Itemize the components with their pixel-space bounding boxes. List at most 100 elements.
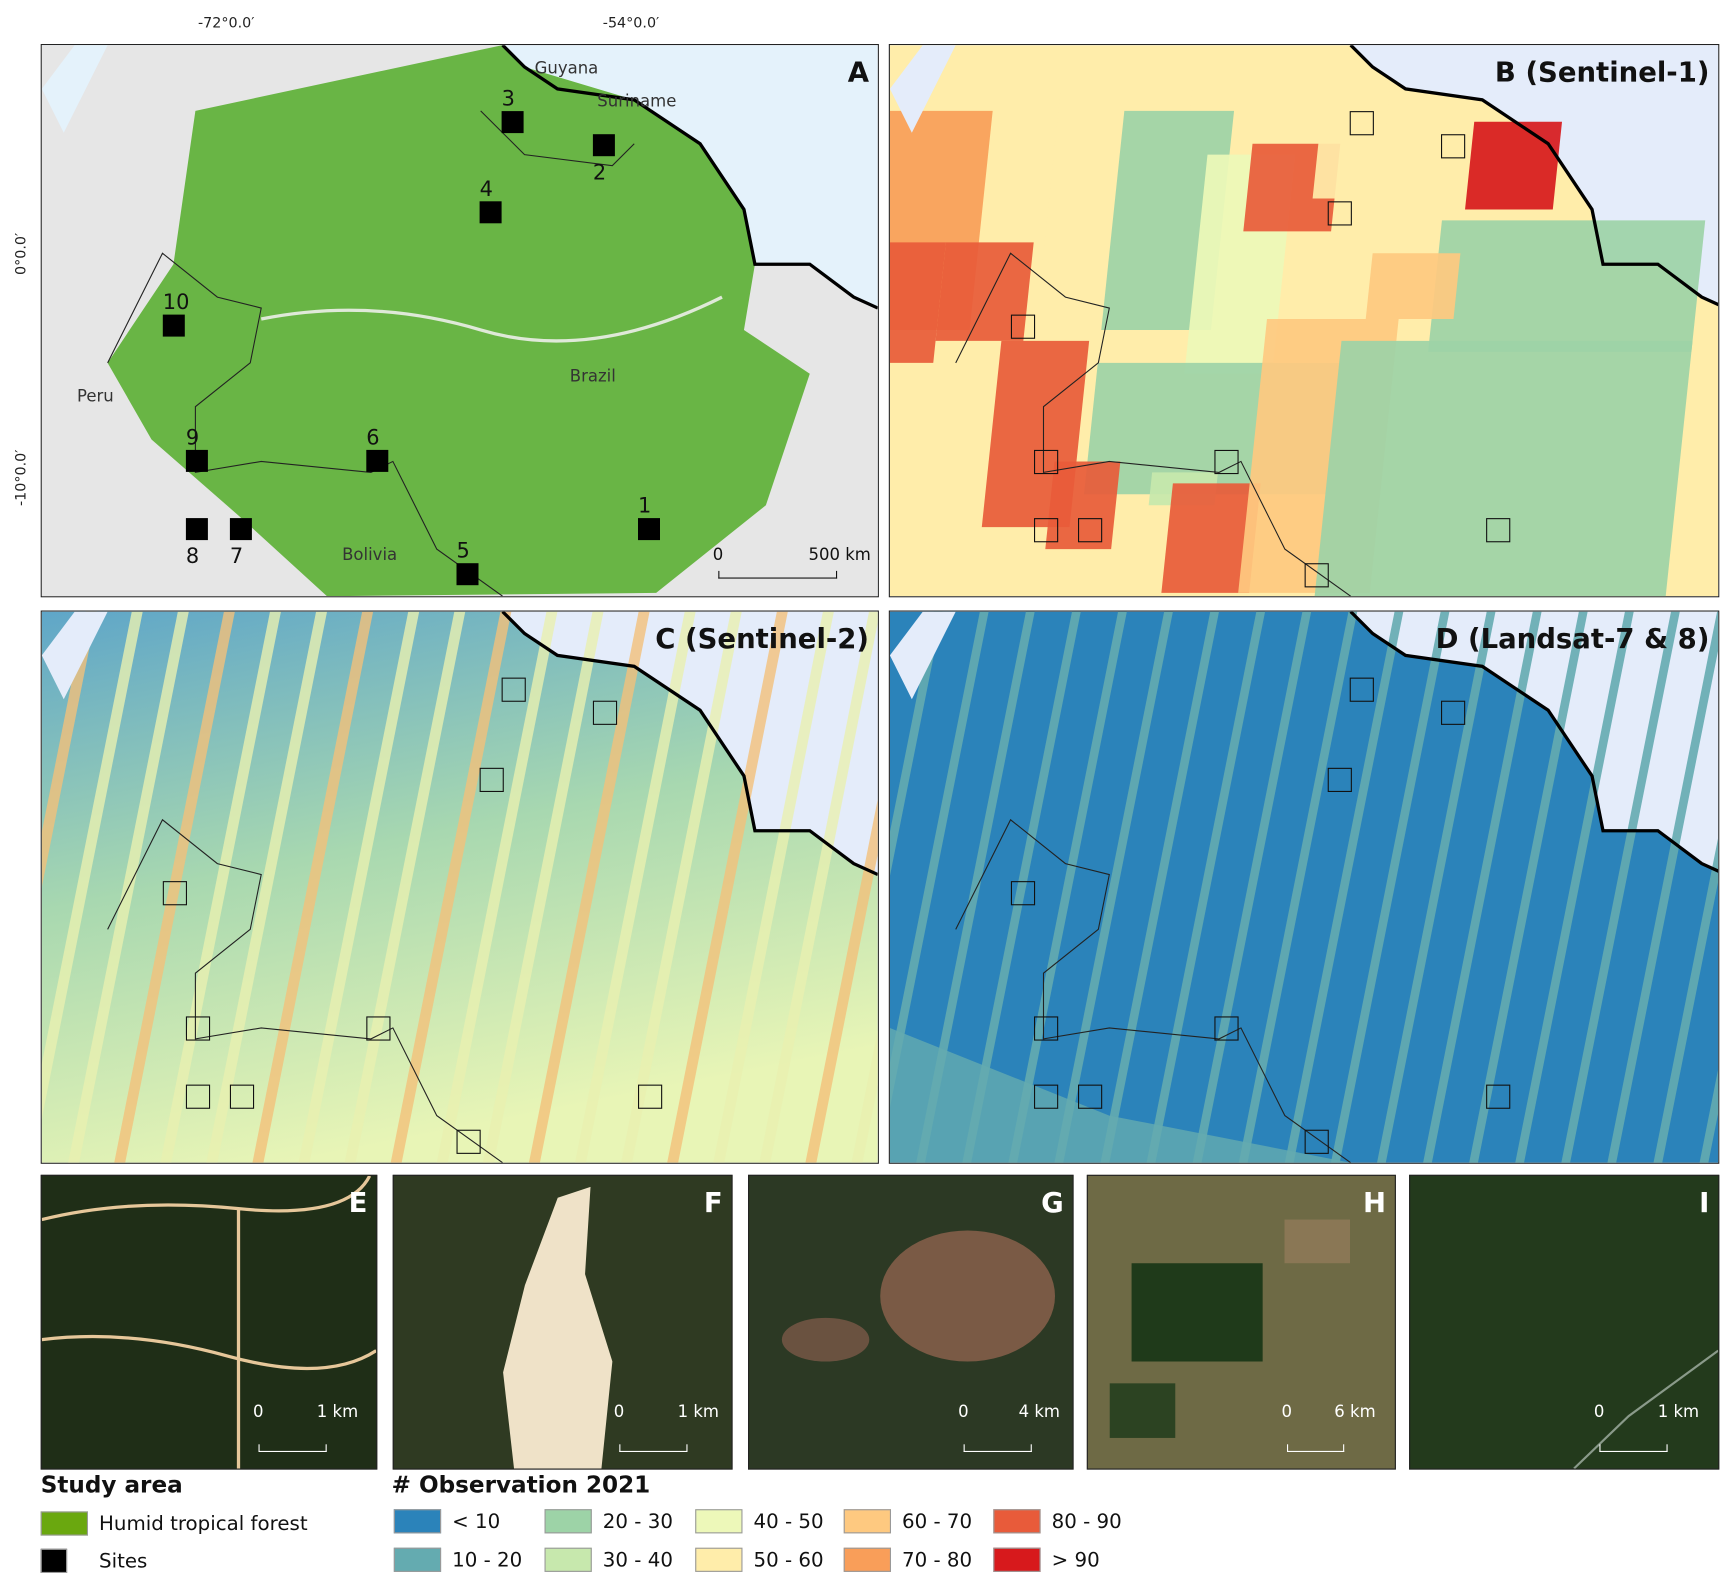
site-box xyxy=(638,1084,663,1109)
scale-zero: 0 xyxy=(253,1401,264,1422)
site-marker xyxy=(638,518,660,541)
site-box xyxy=(1078,1084,1103,1109)
site-box xyxy=(1010,314,1036,339)
legend-item: 40 - 50 xyxy=(695,1509,824,1534)
swath-stripe xyxy=(1146,611,1266,1163)
site-marker xyxy=(479,201,502,224)
map-panel-b: B (Sentinel-1) xyxy=(888,44,1720,598)
map-panel-a: A Guyana Suriname Brazil Peru Bolivia 0 … xyxy=(40,44,879,598)
swath-stripe xyxy=(114,611,235,1163)
legend-label: < 10 xyxy=(452,1509,501,1533)
swath-stripe xyxy=(298,611,420,1163)
country-label: Peru xyxy=(77,386,114,406)
swath-stripe xyxy=(1423,611,1542,1163)
country-label: Bolivia xyxy=(342,544,398,565)
map-panel-c: C (Sentinel-2) xyxy=(40,610,879,1164)
swath-stripe xyxy=(436,611,558,1163)
site-marker xyxy=(185,518,208,541)
swath-stripe xyxy=(962,611,1081,1163)
swath-stripe xyxy=(206,611,328,1163)
site-marker xyxy=(366,449,389,472)
swath-stripe xyxy=(1054,611,1173,1163)
legend-item: 60 - 70 xyxy=(843,1509,972,1534)
site-box xyxy=(592,700,618,725)
legend-swatch xyxy=(393,1547,442,1572)
site-box xyxy=(1214,1016,1239,1041)
site-marker xyxy=(592,134,615,157)
site-box xyxy=(185,1084,211,1109)
legend-swatch xyxy=(843,1547,891,1572)
swath-stripe xyxy=(252,611,374,1163)
swath-stripe xyxy=(713,611,834,1163)
legend-label: 10 - 20 xyxy=(452,1548,523,1572)
legend-item: < 10 xyxy=(393,1509,501,1534)
scale-zero: 0 xyxy=(958,1401,969,1422)
site-box xyxy=(1034,1016,1059,1041)
legend-item: 80 - 90 xyxy=(993,1509,1122,1534)
site-box xyxy=(1034,518,1059,543)
site-label: 10 xyxy=(162,290,190,315)
swath-stripe xyxy=(1561,611,1680,1163)
legend-swatch xyxy=(695,1509,743,1534)
satellite-image-h: H 0 6 km xyxy=(1086,1174,1396,1470)
site-box xyxy=(1327,767,1352,792)
legend-swatch xyxy=(843,1509,891,1534)
site-box xyxy=(1441,700,1466,725)
site-box xyxy=(1327,201,1352,226)
legend-swatch xyxy=(544,1509,592,1534)
site-marker xyxy=(229,518,252,541)
satellite-image-e: E 0 1 km xyxy=(40,1174,378,1470)
panel-label: I xyxy=(1699,1186,1710,1219)
country-label: Guyana xyxy=(534,58,599,79)
swath-stripe xyxy=(916,611,1035,1163)
legend-swatch xyxy=(40,1548,68,1573)
panel-label: F xyxy=(703,1186,723,1219)
scale-max: 1 km xyxy=(677,1401,719,1422)
scale-max: 1 km xyxy=(1657,1401,1700,1422)
scale-max: 500 km xyxy=(808,544,871,565)
legend-swatch xyxy=(393,1509,442,1534)
swath-stripe xyxy=(1607,611,1719,1163)
site-label: 2 xyxy=(592,160,607,185)
observation-tile xyxy=(889,242,946,363)
lat-tick: -10°0.0′ xyxy=(13,449,30,506)
lat-tick: 0°0.0′ xyxy=(13,232,30,275)
site-marker xyxy=(456,563,479,586)
legend-label: 20 - 30 xyxy=(602,1509,673,1533)
scale-bar xyxy=(718,570,838,579)
scale-max: 4 km xyxy=(1018,1401,1060,1422)
site-box xyxy=(1441,134,1466,159)
swath-stripe xyxy=(1330,611,1450,1163)
swath-stripe xyxy=(574,611,696,1163)
sentinel1-observation-map xyxy=(889,45,1719,597)
legend-item: 10 - 20 xyxy=(393,1547,523,1572)
swath-stripe xyxy=(528,611,650,1163)
sentinel2-observation-map xyxy=(41,611,878,1163)
legend-label: > 90 xyxy=(1051,1548,1100,1572)
site-label: 9 xyxy=(185,425,200,450)
site-label: 8 xyxy=(185,544,200,569)
swath-stripe xyxy=(160,611,281,1163)
legend-swatch xyxy=(544,1547,592,1572)
swath-stripe xyxy=(1100,611,1220,1163)
observation-tile xyxy=(1428,220,1706,352)
site-box xyxy=(1486,1084,1511,1109)
country-label: Brazil xyxy=(569,366,616,387)
legend-swatch xyxy=(993,1547,1041,1572)
site-box xyxy=(1034,449,1059,475)
legend-swatch xyxy=(695,1547,743,1572)
site-box xyxy=(501,677,526,702)
site-box xyxy=(456,1129,481,1154)
legend-item: > 90 xyxy=(993,1547,1100,1572)
site-box xyxy=(1349,677,1374,702)
lon-tick: -54°0.0′ xyxy=(602,15,660,32)
site-box xyxy=(1214,449,1239,475)
observation-tile xyxy=(1243,143,1341,232)
site-label: 1 xyxy=(638,493,652,519)
satellite-image-f: F 0 1 km xyxy=(392,1174,733,1470)
lon-tick: -72°0.0′ xyxy=(198,15,255,32)
panel-label: E xyxy=(348,1186,368,1219)
site-box xyxy=(479,767,504,792)
site-label: 4 xyxy=(479,177,493,202)
